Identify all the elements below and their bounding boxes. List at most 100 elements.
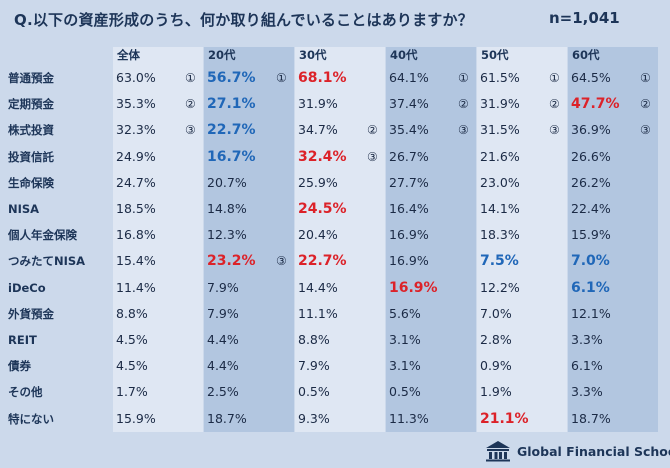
column-header: 50代 bbox=[481, 48, 509, 62]
rank-badge: ③ bbox=[458, 123, 469, 138]
value-cell: 11.4% bbox=[116, 279, 156, 295]
value-cell: 0.9% bbox=[480, 358, 512, 374]
row-label: 個人年金保険 bbox=[8, 228, 77, 243]
rank-badge: ③ bbox=[367, 149, 378, 164]
value-cell: 14.8% bbox=[207, 201, 247, 216]
value-cell: 27.1% bbox=[207, 96, 256, 113]
value-cell: 26.6% bbox=[571, 148, 611, 164]
rank-badge: ③ bbox=[276, 254, 287, 269]
value-cell: 35.4% bbox=[389, 122, 429, 138]
rank-badge: ③ bbox=[640, 123, 651, 138]
value-cell: 24.5% bbox=[298, 201, 347, 217]
column-bg bbox=[386, 47, 476, 432]
value-cell: 22.4% bbox=[571, 201, 611, 216]
rank-badge: ② bbox=[185, 97, 196, 112]
value-cell: 16.4% bbox=[389, 201, 429, 216]
rank-badge: ② bbox=[458, 97, 469, 112]
row-label: 債券 bbox=[8, 359, 31, 374]
value-cell: 12.1% bbox=[571, 305, 611, 321]
value-cell: 4.5% bbox=[116, 358, 148, 374]
logo-text: Global Financial School bbox=[517, 443, 670, 459]
row-label: iDeCo bbox=[8, 280, 46, 295]
value-cell: 11.1% bbox=[298, 305, 338, 321]
value-cell: 7.9% bbox=[207, 279, 239, 295]
value-cell: 64.1% bbox=[389, 70, 429, 85]
value-cell: 31.9% bbox=[298, 96, 338, 112]
value-cell: 63.0% bbox=[116, 70, 156, 85]
value-cell: 16.7% bbox=[207, 148, 256, 165]
value-cell: 64.5% bbox=[571, 70, 611, 85]
value-cell: 8.8% bbox=[298, 332, 330, 347]
value-cell: 20.7% bbox=[207, 174, 247, 190]
value-cell: 7.5% bbox=[480, 253, 519, 270]
results-table: 全体 20代 30代 40代 50代 60代 普通預金 63.0% ① 56.7% ① 68.1% 64… bbox=[8, 47, 658, 432]
row-label: その他 bbox=[8, 385, 43, 400]
value-cell: 8.8% bbox=[116, 305, 148, 321]
school-building-icon bbox=[486, 441, 510, 462]
column-header: 20代 bbox=[208, 48, 236, 62]
rank-badge: ② bbox=[640, 97, 651, 112]
value-cell: 16.9% bbox=[389, 227, 429, 243]
value-cell: 34.7% bbox=[298, 122, 338, 138]
value-cell: 16.9% bbox=[389, 253, 429, 269]
value-cell: 0.5% bbox=[298, 384, 330, 400]
value-cell: 3.1% bbox=[389, 332, 421, 347]
rank-badge: ① bbox=[640, 71, 651, 85]
value-cell: 7.0% bbox=[480, 305, 512, 321]
value-cell: 68.1% bbox=[298, 70, 347, 86]
row-label: つみたてNISA bbox=[8, 254, 86, 269]
value-cell: 24.7% bbox=[116, 174, 156, 190]
row-label: 特にない bbox=[8, 411, 54, 426]
rank-badge: ③ bbox=[185, 123, 196, 138]
value-cell: 16.8% bbox=[116, 227, 156, 243]
value-cell: 3.3% bbox=[571, 332, 603, 347]
value-cell: 2.5% bbox=[207, 384, 239, 400]
column-header: 全体 bbox=[117, 48, 140, 62]
value-cell: 7.0% bbox=[571, 253, 610, 270]
row-label: 投資信託 bbox=[8, 149, 54, 164]
row-label: 外貨預金 bbox=[8, 306, 54, 321]
value-cell: 15.9% bbox=[116, 410, 156, 426]
value-cell: 25.9% bbox=[298, 174, 338, 190]
value-cell: 31.9% bbox=[480, 96, 520, 112]
rank-badge: ① bbox=[185, 71, 196, 85]
row-label: 普通預金 bbox=[8, 71, 54, 85]
rank-badge: ② bbox=[549, 97, 560, 112]
value-cell: 14.4% bbox=[298, 279, 338, 295]
value-cell: 22.7% bbox=[207, 122, 256, 139]
value-cell: 32.3% bbox=[116, 122, 156, 138]
value-cell: 4.4% bbox=[207, 358, 239, 374]
rank-badge: ① bbox=[549, 71, 560, 85]
value-cell: 5.6% bbox=[389, 305, 421, 321]
value-cell: 22.7% bbox=[298, 253, 347, 270]
value-cell: 15.9% bbox=[571, 227, 611, 243]
row-label: NISA bbox=[8, 202, 40, 216]
value-cell: 12.3% bbox=[207, 227, 247, 243]
value-cell: 3.1% bbox=[389, 358, 421, 374]
value-cell: 4.5% bbox=[116, 332, 148, 347]
value-cell: 14.1% bbox=[480, 201, 520, 216]
row-label: 株式投資 bbox=[8, 123, 54, 138]
value-cell: 18.7% bbox=[207, 410, 247, 426]
rank-badge: ③ bbox=[549, 123, 560, 138]
value-cell: 18.5% bbox=[116, 201, 156, 216]
chart-title: Q.以下の資産形成のうち、何か取り組んでいることはありますか？ bbox=[14, 11, 473, 29]
sample-size-label: n=1,041 bbox=[549, 9, 620, 27]
value-cell: 20.4% bbox=[298, 227, 338, 243]
value-cell: 9.3% bbox=[298, 410, 330, 426]
value-cell: 1.7% bbox=[116, 384, 148, 400]
value-cell: 26.7% bbox=[389, 148, 429, 164]
value-cell: 4.4% bbox=[207, 332, 239, 347]
value-cell: 21.6% bbox=[480, 148, 520, 164]
value-cell: 24.9% bbox=[116, 148, 156, 164]
column-bg bbox=[477, 47, 567, 432]
value-cell: 11.3% bbox=[389, 410, 429, 426]
rank-badge: ① bbox=[276, 71, 287, 85]
column-header: 60代 bbox=[572, 48, 600, 62]
column-bg bbox=[113, 47, 203, 432]
value-cell: 18.3% bbox=[480, 227, 520, 243]
column-header: 30代 bbox=[299, 48, 327, 62]
row-label: 定期預金 bbox=[8, 97, 54, 112]
column-header: 40代 bbox=[390, 48, 418, 62]
rank-badge: ① bbox=[458, 71, 469, 85]
